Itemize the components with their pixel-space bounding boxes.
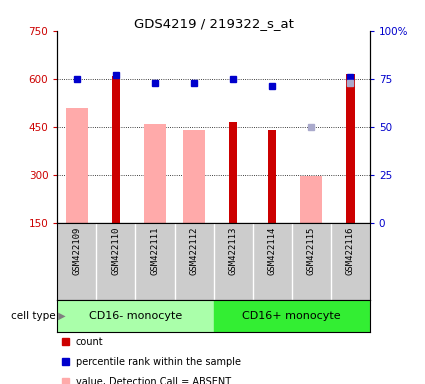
Text: percentile rank within the sample: percentile rank within the sample — [76, 357, 241, 367]
Bar — [346, 74, 354, 223]
Text: GSM422116: GSM422116 — [346, 227, 355, 275]
Bar — [300, 176, 322, 223]
Bar — [66, 108, 88, 223]
Bar — [183, 130, 205, 223]
Bar — [112, 76, 120, 223]
Text: GSM422109: GSM422109 — [72, 227, 82, 275]
Bar — [229, 122, 238, 223]
Text: GSM422112: GSM422112 — [190, 227, 198, 275]
Bar — [268, 130, 276, 223]
Text: ▶: ▶ — [55, 311, 66, 321]
Title: GDS4219 / 219322_s_at: GDS4219 / 219322_s_at — [133, 17, 294, 30]
Text: CD16+ monocyte: CD16+ monocyte — [242, 311, 341, 321]
Text: cell type: cell type — [11, 311, 55, 321]
Text: GSM422111: GSM422111 — [150, 227, 159, 275]
Bar — [57, 300, 213, 332]
Text: count: count — [76, 337, 103, 347]
Bar — [213, 300, 370, 332]
Text: GSM422113: GSM422113 — [229, 227, 238, 275]
Text: GSM422115: GSM422115 — [307, 227, 316, 275]
Text: value, Detection Call = ABSENT: value, Detection Call = ABSENT — [76, 377, 231, 384]
Text: GSM422110: GSM422110 — [111, 227, 120, 275]
Bar — [144, 124, 166, 223]
Text: GSM422114: GSM422114 — [268, 227, 277, 275]
Text: CD16- monocyte: CD16- monocyte — [89, 311, 182, 321]
